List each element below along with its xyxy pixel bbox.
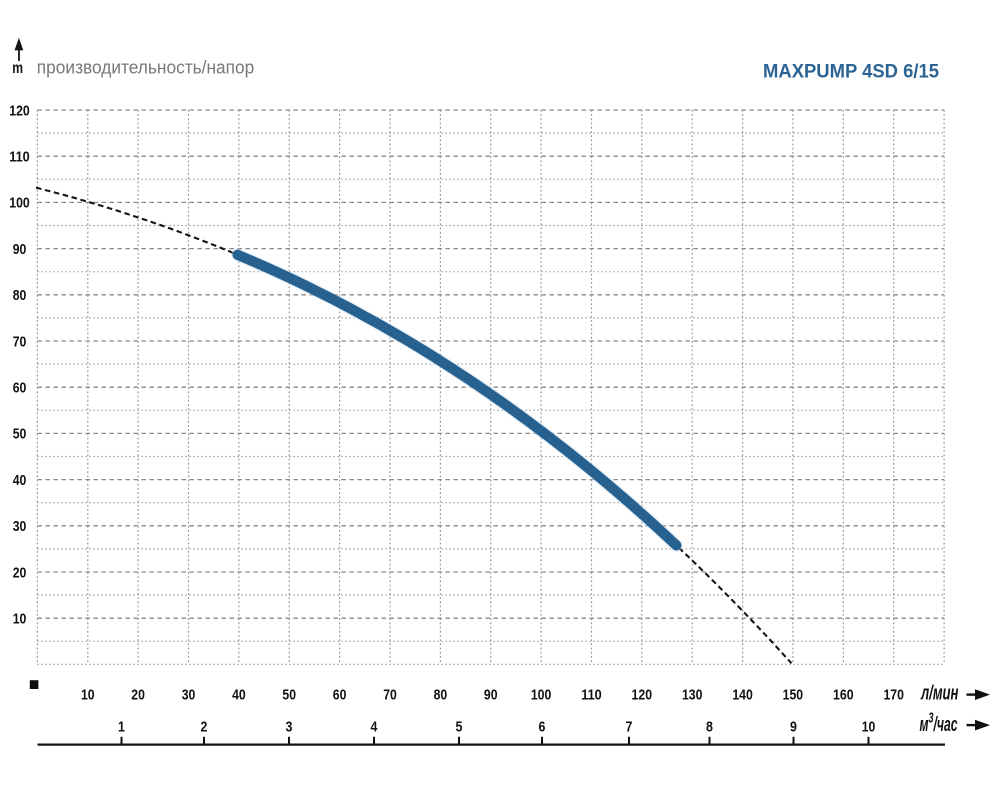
svg-text:120: 120 bbox=[9, 102, 30, 119]
svg-text:20: 20 bbox=[13, 564, 27, 581]
svg-text:150: 150 bbox=[783, 687, 804, 704]
svg-text:90: 90 bbox=[484, 687, 498, 704]
svg-text:110: 110 bbox=[581, 687, 602, 704]
svg-text:м3/час: м3/час bbox=[920, 710, 958, 737]
svg-text:100: 100 bbox=[9, 195, 30, 212]
svg-text:60: 60 bbox=[13, 380, 27, 397]
svg-text:30: 30 bbox=[182, 687, 196, 704]
svg-text:производительность/напор: производительность/напор bbox=[37, 57, 255, 78]
svg-text:2: 2 bbox=[201, 718, 208, 735]
svg-text:10: 10 bbox=[13, 611, 27, 628]
svg-text:140: 140 bbox=[732, 687, 753, 704]
svg-text:40: 40 bbox=[13, 472, 27, 489]
svg-text:л/мин: л/мин bbox=[920, 682, 958, 705]
svg-text:20: 20 bbox=[131, 687, 145, 704]
svg-text:5: 5 bbox=[456, 718, 463, 735]
svg-text:MAXPUMP 4SD 6/15: MAXPUMP 4SD 6/15 bbox=[763, 61, 939, 83]
svg-text:60: 60 bbox=[333, 687, 347, 704]
svg-text:7: 7 bbox=[626, 718, 633, 735]
svg-text:4: 4 bbox=[371, 718, 378, 735]
svg-text:50: 50 bbox=[13, 426, 27, 443]
svg-text:9: 9 bbox=[790, 718, 797, 735]
svg-text:170: 170 bbox=[883, 687, 904, 704]
svg-text:30: 30 bbox=[13, 518, 27, 535]
svg-text:160: 160 bbox=[833, 687, 854, 704]
svg-text:50: 50 bbox=[282, 687, 296, 704]
svg-text:130: 130 bbox=[682, 687, 703, 704]
svg-text:80: 80 bbox=[434, 687, 448, 704]
svg-text:90: 90 bbox=[13, 241, 27, 258]
svg-text:1: 1 bbox=[118, 718, 125, 735]
svg-text:3: 3 bbox=[286, 718, 293, 735]
svg-text:70: 70 bbox=[13, 333, 27, 350]
svg-text:80: 80 bbox=[13, 287, 27, 304]
svg-text:70: 70 bbox=[383, 687, 397, 704]
svg-text:6: 6 bbox=[539, 718, 546, 735]
svg-text:100: 100 bbox=[531, 687, 552, 704]
svg-text:40: 40 bbox=[232, 687, 246, 704]
svg-text:120: 120 bbox=[632, 687, 653, 704]
svg-text:110: 110 bbox=[9, 149, 30, 166]
svg-text:m: m bbox=[12, 60, 23, 77]
svg-text:8: 8 bbox=[706, 718, 713, 735]
svg-text:10: 10 bbox=[862, 718, 876, 735]
svg-text:10: 10 bbox=[81, 687, 95, 704]
